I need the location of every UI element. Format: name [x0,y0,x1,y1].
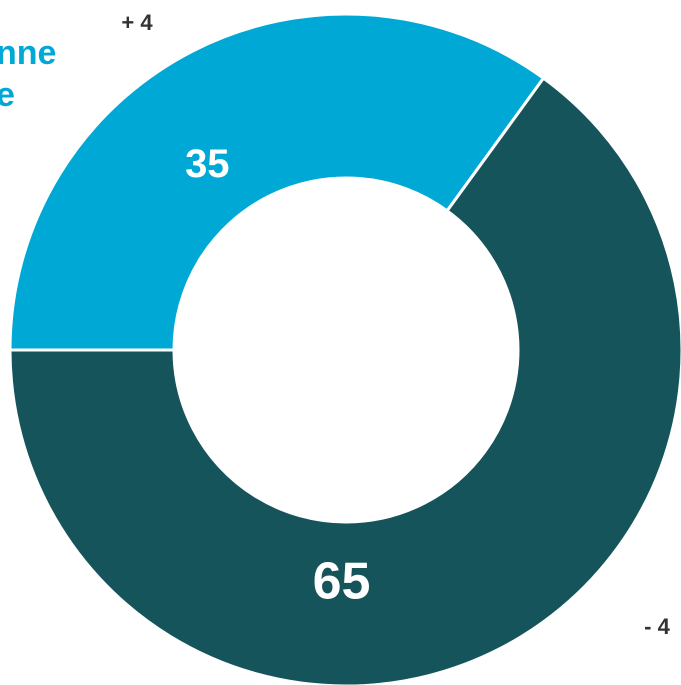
donut-slice-0 [8,12,546,352]
slice-value-label-0: 35 [185,142,230,186]
slice-change-label-0: + 4 [121,10,153,35]
legend-label: nne e [0,34,57,114]
slice-change-label-1: - 4 [644,614,670,639]
slice-value-label-1: 65 [313,553,371,611]
donut-slice-1 [8,76,681,685]
